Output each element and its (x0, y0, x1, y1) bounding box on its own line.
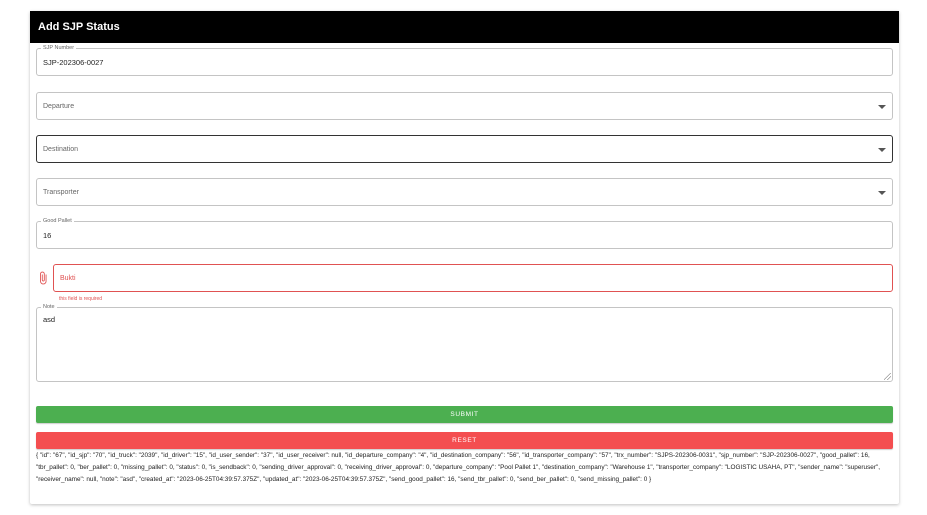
departure-select[interactable]: Departure (36, 92, 893, 120)
bukti-error-text: this field is required (59, 296, 103, 302)
sjp-number-value: SJP-202306-0027 (43, 58, 104, 67)
good-pallet-value: 16 (43, 231, 52, 240)
destination-placeholder: Destination (43, 146, 79, 153)
departure-placeholder: Departure (43, 103, 75, 110)
caret-down-icon (878, 191, 886, 195)
paperclip-icon[interactable] (36, 271, 50, 285)
note-value: asd (43, 315, 56, 324)
bukti-placeholder: Bukti (60, 275, 76, 282)
sjp-number-field[interactable]: SJP Number SJP-202306-0027 (36, 44, 893, 76)
reset-button[interactable]: RESET (36, 432, 893, 449)
bukti-file-input[interactable]: Bukti (53, 264, 893, 292)
good-pallet-field[interactable]: Good Pallet 16 (36, 217, 893, 249)
debug-json-output: { "id": "67", "id_sjp": "70", "id_truck"… (36, 452, 880, 483)
note-textarea[interactable]: Note asd (36, 303, 893, 382)
transporter-select[interactable]: Transporter (36, 178, 893, 206)
note-label: Note (41, 303, 57, 311)
caret-down-icon (878, 105, 886, 109)
caret-down-icon (878, 148, 886, 152)
good-pallet-label: Good Pallet (41, 217, 74, 225)
transporter-placeholder: Transporter (43, 189, 79, 196)
resize-handle[interactable] (884, 373, 891, 380)
sjp-number-label: SJP Number (41, 44, 77, 52)
sjp-status-card: Add SJP Status SJP Number SJP-202306-002… (30, 11, 899, 504)
destination-select[interactable]: Destination (36, 135, 893, 163)
submit-button[interactable]: SUBMIT (36, 406, 893, 423)
card-title: Add SJP Status (30, 11, 899, 43)
